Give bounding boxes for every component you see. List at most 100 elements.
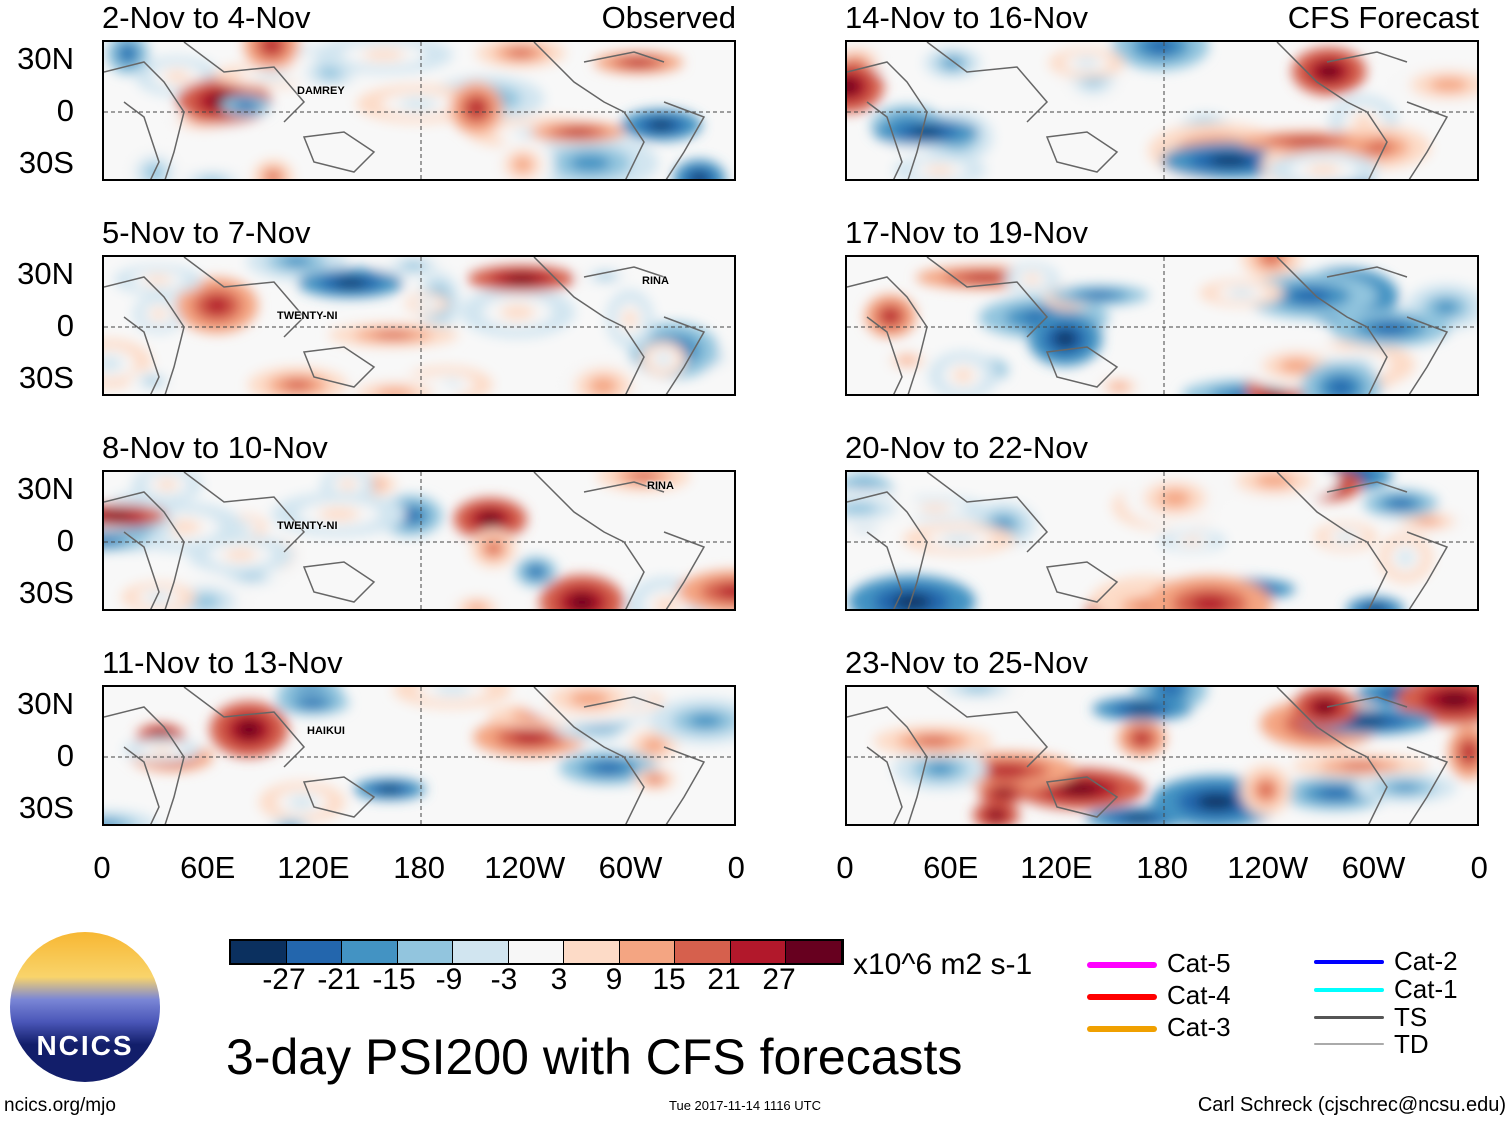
- psi-anomaly-contour: [486, 542, 501, 554]
- lon-tick-label: 120E: [1020, 850, 1093, 885]
- colorbar-tick-label: -21: [317, 963, 361, 996]
- psi-anomaly-contour: [1159, 687, 1182, 696]
- panel-title: 5-Nov to 7-Nov: [102, 215, 311, 250]
- panel-title: 11-Nov to 13-Nov: [102, 645, 343, 680]
- legend-label: TS: [1394, 1002, 1428, 1032]
- footer-url: ncics.org/mjo: [4, 1095, 116, 1116]
- colorbar-swatch: [508, 941, 564, 963]
- colorbar-swatch: [286, 941, 342, 963]
- coastlines: [847, 687, 1449, 824]
- coastlines: [104, 687, 706, 824]
- psi-anomaly-contour: [420, 300, 434, 307]
- psi-anomaly-contour: [1339, 762, 1381, 770]
- psi-anomaly-contour: [280, 821, 301, 824]
- psi-anomaly-contour: [925, 165, 954, 175]
- psi-anomaly-contour: [1110, 382, 1128, 391]
- psi-anomaly-contour: [500, 304, 535, 320]
- psi-anomaly-contour: [466, 602, 488, 609]
- psi-anomaly-contour: [402, 261, 425, 271]
- psi-anomaly-contour: [373, 331, 413, 339]
- panel-title: 20-Nov to 22-Nov: [845, 430, 1088, 465]
- footer-credit: Carl Schreck (cjschrec@ncsu.edu): [1197, 1094, 1506, 1116]
- psi-anomaly-contour: [569, 690, 611, 707]
- colorbar-tick-label: 3: [550, 963, 568, 996]
- lat-tick-label: 0: [56, 308, 74, 343]
- psi-anomaly-contour: [596, 273, 614, 280]
- lon-tick-label: 0: [836, 850, 854, 885]
- legend-label: Cat-3: [1167, 1012, 1231, 1042]
- units-label: x10^6 m2 s-1: [853, 948, 1033, 981]
- psi-anomaly-contour: [1023, 274, 1041, 284]
- panel-title: 23-Nov to 25-Nov: [845, 645, 1088, 680]
- storm-label: HAIKUI: [307, 725, 345, 737]
- psi-anomaly-contour: [104, 820, 122, 824]
- lat-tick-label: 0: [56, 93, 74, 128]
- psi-anomaly-contour: [1254, 473, 1294, 488]
- psi-anomaly-contour: [1075, 58, 1099, 68]
- legend-label: Cat-2: [1394, 946, 1458, 976]
- lon-tick-label: 180: [393, 850, 445, 885]
- psi-anomaly-contour: [952, 368, 974, 383]
- psi-anomaly-contour: [688, 714, 723, 728]
- psi-map-panel: [845, 470, 1479, 611]
- colorbar-swatch: [564, 941, 620, 963]
- lon-tick-label: 0: [1470, 850, 1488, 885]
- lat-tick-label: 30S: [18, 790, 74, 825]
- psi-anomaly-contour: [1122, 814, 1155, 822]
- legend-line-cat-5: [1087, 962, 1157, 968]
- colorbar-swatch: [619, 941, 675, 963]
- psi-anomaly-contour: [1306, 164, 1341, 176]
- psi-anomaly-contour: [1346, 717, 1388, 726]
- psi-anomaly-contour: [1353, 113, 1375, 130]
- psi-anomaly-contour: [224, 548, 257, 561]
- psi-anomaly-contour: [263, 42, 280, 53]
- psi-anomaly-contour: [925, 762, 955, 776]
- psi-anomaly-contour: [362, 48, 405, 61]
- psi-anomaly-contour: [1060, 782, 1100, 795]
- psi-anomaly-contour: [1209, 155, 1250, 166]
- psi-anomaly-contour: [104, 512, 132, 520]
- psi-anomaly-contour: [1190, 595, 1229, 609]
- psi-anomaly-contour: [237, 721, 261, 738]
- psi-anomaly-contour: [1182, 537, 1203, 545]
- colorbar-swatch: [730, 941, 786, 963]
- main-title: 3-day PSI200 with CFS forecasts: [226, 1029, 963, 1085]
- psi-anomaly-contour: [1436, 692, 1472, 708]
- psi-anomaly-contour: [1262, 257, 1281, 265]
- psi-anomaly-contour: [649, 120, 674, 130]
- psi-anomaly-contour: [892, 593, 931, 609]
- lon-tick-label: 180: [1136, 850, 1188, 885]
- psi-map-panel: [845, 255, 1479, 396]
- psi-anomaly-contour: [318, 507, 360, 521]
- psi-anomaly-contour: [717, 585, 734, 599]
- lon-tick-label: 120E: [277, 850, 350, 885]
- psi-anomaly-contour: [993, 517, 1014, 532]
- coastlines: [847, 257, 1449, 394]
- colorbar-swatch: [675, 941, 731, 963]
- psi-anomaly-contour: [200, 176, 224, 179]
- colorbar: [229, 939, 844, 965]
- legend-label: TD: [1394, 1029, 1429, 1059]
- lon-tick-label: 120W: [484, 850, 566, 885]
- colorbar-swatch: [786, 941, 842, 963]
- psi-anomaly-contour: [1054, 330, 1077, 347]
- psi-anomaly-contour: [150, 746, 174, 754]
- psi-anomaly-contour: [1397, 550, 1414, 566]
- psi-anomaly-contour: [1317, 64, 1341, 79]
- psi-anomaly-contour: [1389, 499, 1413, 508]
- psi-anomaly-contour: [282, 379, 313, 391]
- psi-anomaly-contour: [847, 502, 878, 515]
- legend-label: Cat-5: [1167, 948, 1231, 978]
- lat-tick-label: 30S: [18, 360, 74, 395]
- psi-anomaly-contour: [1336, 532, 1356, 542]
- psi-anomaly-contour: [289, 796, 315, 809]
- psi-anomaly-contour: [164, 70, 190, 83]
- psi-anomaly-contour: [917, 504, 951, 513]
- psi-anomaly-contour: [961, 687, 994, 693]
- colorbar-tick-label: 27: [762, 963, 796, 996]
- psi-anomaly-contour: [281, 257, 312, 267]
- legend-line-cat-2: [1314, 960, 1384, 964]
- psi-anomaly-contour: [204, 297, 230, 314]
- psi-anomaly-contour: [942, 534, 976, 544]
